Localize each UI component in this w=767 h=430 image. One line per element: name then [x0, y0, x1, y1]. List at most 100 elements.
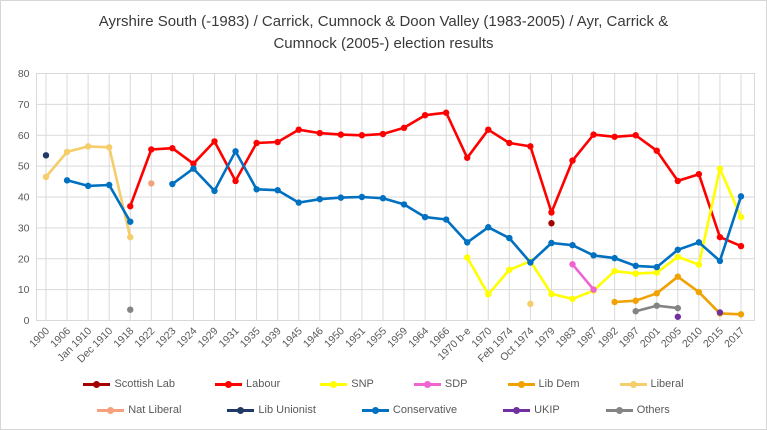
legend-item-lib-unionist: Lib Unionist — [227, 404, 316, 416]
data-point-conservative — [316, 195, 323, 203]
legend-marker-snp — [330, 380, 338, 388]
data-point-conservative — [400, 201, 408, 208]
data-point-conservative — [485, 224, 492, 231]
legend-marker-others — [615, 406, 623, 414]
data-point-conservative — [653, 263, 660, 271]
legend-label-lib-dem: Lib Dem — [538, 378, 580, 390]
x-tick-label: 1945 — [280, 325, 305, 350]
legend-item-nat-liberal: Nat Liberal — [97, 404, 181, 416]
legend-item-lib-dem: Lib Dem — [507, 378, 580, 390]
x-tick-label: 1983 — [554, 325, 579, 350]
series-line-labour — [128, 111, 743, 248]
data-point-conservative — [253, 186, 260, 193]
data-point-others — [632, 308, 639, 315]
data-point-conservative — [590, 252, 597, 259]
legend-item-liberal: Liberal — [619, 378, 684, 390]
data-point-conservative — [674, 246, 682, 253]
legend-marker-sdp — [423, 380, 431, 388]
data-point-nat-liberal — [148, 180, 155, 187]
data-point-snp — [737, 213, 745, 221]
data-point-liberal — [84, 143, 92, 150]
x-tick-label: 2001 — [638, 325, 663, 350]
y-tick-label: 20 — [18, 253, 30, 265]
data-point-others — [674, 304, 682, 312]
x-tick-label: 1997 — [617, 325, 642, 350]
legend-item-conservative: Conservative — [361, 404, 457, 416]
legend-swatch-lib-unionist — [227, 406, 255, 414]
series-line-snp — [465, 167, 743, 301]
data-point-ukip — [716, 309, 724, 316]
series-line-conservative — [65, 150, 743, 269]
data-point-labour — [506, 139, 513, 147]
data-point-conservative — [169, 180, 176, 188]
y-tick-label: 0 — [24, 315, 30, 327]
legend-marker-conservative — [371, 406, 379, 414]
y-tick-label: 40 — [18, 192, 30, 204]
data-point-labour — [379, 130, 387, 138]
data-point-labour — [358, 132, 366, 139]
x-tick-label: 1955 — [364, 325, 389, 350]
legend-item-ukip: UKIP — [503, 404, 560, 416]
data-point-conservative — [527, 259, 534, 266]
data-point-sdp — [590, 286, 597, 293]
data-point-conservative — [295, 199, 302, 206]
data-point-lib-dem — [695, 288, 703, 296]
series-line-sdp — [571, 263, 595, 291]
data-point-liberal — [105, 144, 113, 151]
data-point-conservative — [695, 239, 703, 246]
legend-marker-lib-unionist — [237, 406, 245, 414]
data-point-snp — [716, 165, 724, 172]
data-point-lib-dem — [632, 297, 639, 304]
data-point-labour — [611, 133, 618, 140]
legend-item-others: Others — [605, 404, 670, 416]
data-point-labour — [148, 146, 155, 153]
legend-swatch-snp — [320, 380, 348, 388]
data-point-conservative — [737, 193, 745, 200]
legend-marker-labour — [225, 380, 233, 388]
data-point-labour — [632, 132, 639, 139]
legend-label-liberal: Liberal — [650, 378, 684, 390]
legend-marker-lib-dem — [517, 380, 525, 388]
legend-row-2: Nat Liberal Lib Unionist Conservative UKIP O… — [1, 404, 766, 416]
data-point-labour — [695, 170, 703, 178]
legend-label-others: Others — [636, 404, 670, 416]
data-point-labour — [548, 209, 555, 216]
x-tick-label: 1935 — [238, 325, 263, 350]
data-point-conservative — [358, 193, 366, 201]
y-tick-label: 70 — [18, 99, 30, 111]
data-point-conservative — [211, 187, 218, 195]
data-point-conservative — [274, 187, 281, 194]
data-point-conservative — [716, 257, 724, 265]
x-tick-label: 1918 — [111, 325, 136, 350]
data-point-conservative — [632, 262, 639, 270]
data-point-conservative — [127, 218, 134, 225]
x-tick-label: 1923 — [153, 325, 178, 350]
data-point-labour — [653, 147, 660, 154]
legend-item-snp: SNP — [320, 378, 374, 390]
x-tick-label: 1987 — [575, 325, 600, 350]
data-point-lib-dem — [737, 311, 745, 318]
data-point-labour — [421, 111, 429, 119]
legend-swatch-liberal — [619, 380, 647, 388]
data-point-liberal — [42, 173, 50, 181]
data-point-snp — [674, 253, 682, 261]
legend-marker-nat-liberal — [107, 406, 115, 414]
data-point-conservative — [464, 239, 471, 246]
data-point-snp — [632, 270, 639, 277]
data-point-conservative — [611, 254, 618, 262]
x-tick-label: 1922 — [132, 325, 157, 350]
data-point-labour — [400, 124, 408, 132]
data-point-liberal — [63, 148, 71, 156]
data-point-labour — [190, 160, 197, 167]
data-point-sdp — [569, 261, 576, 268]
data-point-conservative — [190, 165, 197, 172]
data-point-labour — [442, 109, 450, 116]
data-point-labour — [169, 145, 176, 152]
data-point-conservative — [569, 241, 576, 249]
data-point-snp — [653, 269, 660, 276]
legend-label-scottish-lab: Scottish Lab — [114, 378, 176, 390]
data-point-snp — [611, 267, 618, 275]
data-point-conservative — [506, 234, 513, 242]
legend-swatch-lib-dem — [507, 380, 535, 388]
